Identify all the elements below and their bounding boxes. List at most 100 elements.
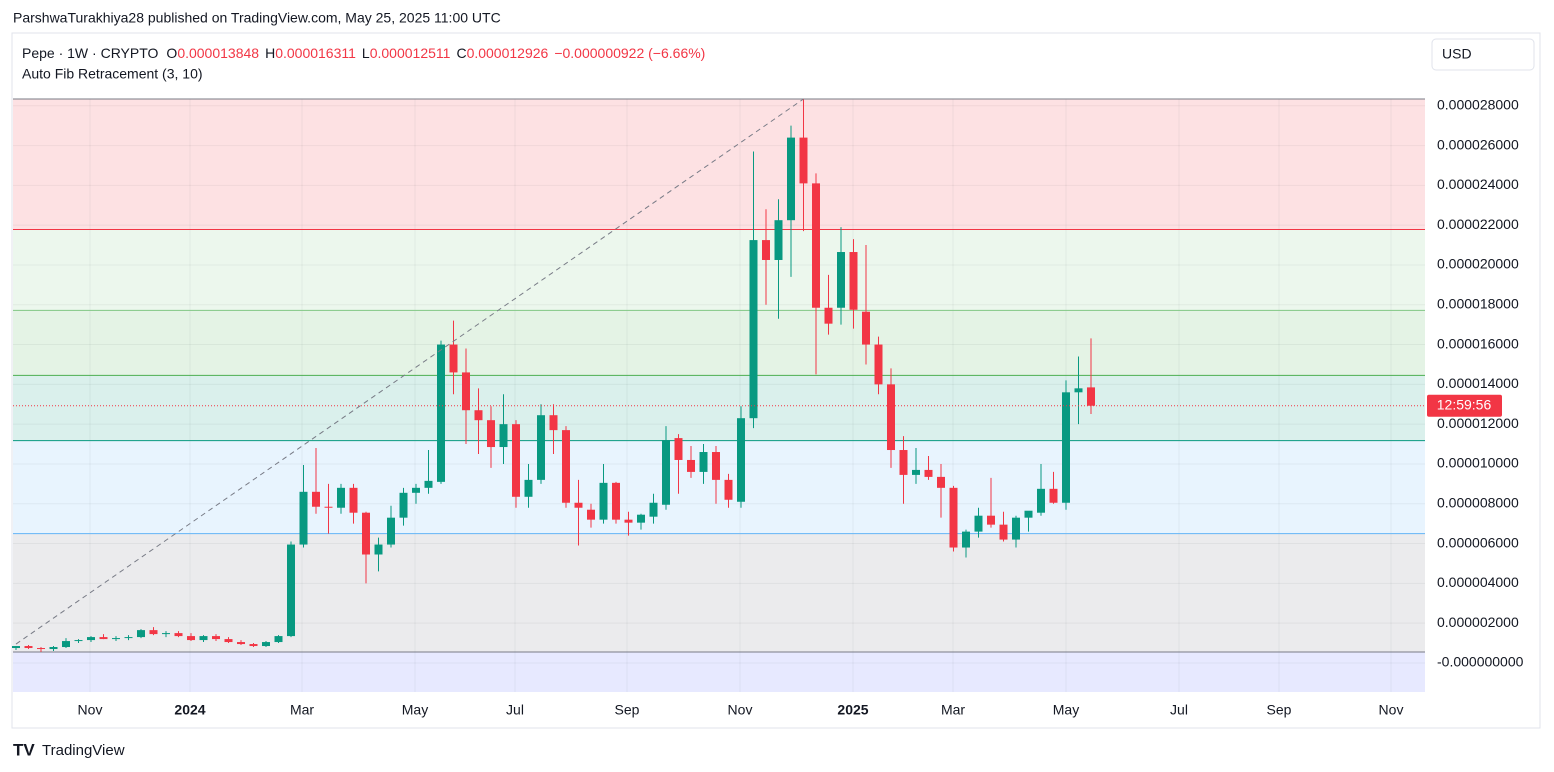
candle-body	[649, 502, 658, 517]
y-tick-label: 0.000024000	[1437, 176, 1519, 192]
candle-body	[987, 515, 995, 525]
candle-body	[862, 311, 870, 345]
candle-body	[287, 544, 295, 637]
candle-body	[599, 482, 608, 520]
y-tick-label: 0.000004000	[1437, 574, 1519, 590]
candle-body	[699, 452, 708, 472]
chart-frame	[11, 32, 1541, 729]
legend-key: O	[166, 45, 177, 61]
candle-body	[837, 252, 845, 308]
legend-key: L	[362, 45, 370, 61]
y-tick-label: 0.000018000	[1437, 295, 1519, 311]
fib-trend-line	[15, 98, 804, 645]
x-tick-label: 2024	[174, 702, 205, 718]
candle-body	[187, 636, 195, 641]
candle-body	[999, 524, 1008, 540]
candle-body	[1012, 517, 1020, 540]
y-tick-label: 0.000014000	[1437, 375, 1519, 391]
candle-body	[962, 531, 970, 548]
indicator-label: Auto Fib Retracement (3, 10)	[22, 66, 203, 82]
y-tick-label: 0.000010000	[1437, 455, 1519, 471]
candle-body	[524, 479, 533, 497]
fib-zone	[13, 375, 1425, 441]
currency[interactable]: USD	[1442, 46, 1472, 62]
candle-body	[49, 647, 58, 650]
candle-body	[874, 344, 883, 385]
candle-body	[687, 459, 695, 472]
candle-body	[949, 487, 958, 548]
candle-body	[1074, 388, 1083, 393]
candle-body	[774, 220, 783, 260]
candle-body	[737, 418, 745, 502]
footer-logo: TV	[13, 740, 35, 759]
candle-body	[512, 424, 520, 497]
candle-body	[199, 636, 208, 641]
candle-body	[324, 506, 333, 508]
candle-body	[274, 636, 283, 643]
candle-body	[612, 482, 620, 520]
y-tick-label: 0.000002000	[1437, 614, 1519, 630]
candle-body	[824, 307, 833, 324]
candle-body	[399, 492, 408, 518]
candle-body	[374, 544, 383, 555]
candle-body	[174, 633, 183, 637]
candle-body	[537, 415, 545, 480]
candle-body	[1087, 387, 1095, 406]
candle-body	[1024, 510, 1033, 518]
candle-body	[499, 424, 508, 448]
candle-body	[74, 640, 83, 642]
candle-body	[12, 646, 20, 649]
candle-body	[224, 639, 233, 643]
candle-body	[162, 633, 170, 635]
x-tick-label: Nov	[728, 702, 753, 718]
candle-body	[762, 240, 770, 260]
candle-body	[449, 344, 458, 373]
candle-body	[812, 183, 820, 308]
candle-body	[437, 344, 445, 482]
x-tick-label: Mar	[941, 702, 965, 718]
y-tick-label: 0.000022000	[1437, 216, 1519, 232]
y-tick-label: 0.000006000	[1437, 534, 1519, 550]
x-tick-label: Sep	[615, 702, 640, 718]
legend: Pepe · 1W · CRYPTO O0.000013848 H0.0000163…	[22, 45, 705, 61]
candle-body	[1062, 392, 1070, 503]
x-tick-label: Nov	[78, 702, 103, 718]
attribution: ParshwaTurakhiya28 published on TradingV…	[13, 10, 501, 26]
candle-body	[662, 440, 670, 505]
candle-body	[362, 512, 370, 555]
y-tick-label: 0.000026000	[1437, 136, 1519, 152]
y-tick-label: -0.000000000	[1437, 654, 1524, 670]
candle-body	[299, 491, 308, 545]
candle-body	[549, 415, 558, 431]
candle-body	[462, 372, 470, 411]
candle-body	[974, 515, 983, 532]
legend-value: 0.000012926	[467, 45, 549, 61]
candle-body	[887, 384, 895, 451]
candle-body	[724, 479, 733, 500]
x-tick-label: Jul	[1170, 702, 1188, 718]
x-tick-label: Jul	[506, 702, 524, 718]
countdown-box	[1427, 394, 1502, 417]
candle-body	[237, 642, 245, 645]
legend-value: 0.000012511	[370, 45, 451, 61]
footer-text: TradingView	[42, 742, 125, 759]
candle-body	[1037, 488, 1045, 513]
candle-body	[899, 450, 908, 475]
y-tick-label: 0.000012000	[1437, 415, 1519, 431]
currency-box[interactable]	[1431, 38, 1535, 71]
x-tick-label: Nov	[1379, 702, 1404, 718]
candle-body	[262, 642, 270, 647]
y-tick-label: 0.000016000	[1437, 335, 1519, 351]
x-tick-label: 2025	[837, 702, 868, 718]
candle-body	[474, 410, 483, 421]
candle-body	[99, 637, 108, 640]
y-tick-label: 0.000028000	[1437, 96, 1519, 112]
candle-body	[487, 420, 495, 448]
candle-body	[712, 452, 720, 480]
legend-key: H	[265, 45, 275, 61]
candle-body	[562, 430, 570, 503]
candle-body	[912, 469, 920, 475]
candle-body	[249, 644, 258, 647]
candle-body	[799, 137, 808, 184]
